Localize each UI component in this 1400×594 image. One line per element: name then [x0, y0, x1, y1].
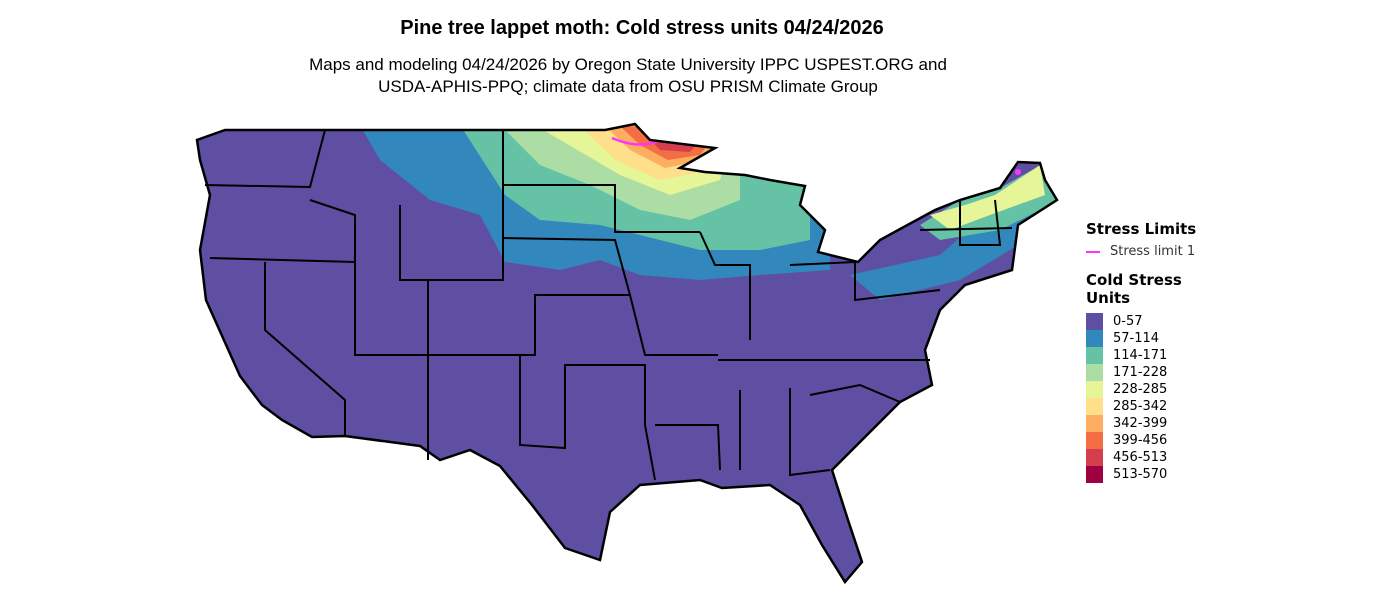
cold-stress-raster [197, 124, 1057, 582]
zone-228-285-northeast [930, 165, 1045, 230]
legend-swatch [1086, 381, 1103, 398]
legend-swatch [1086, 449, 1103, 466]
stress-limit-line-swatch [1086, 250, 1100, 253]
map-title: Pine tree lappet moth: Cold stress units… [400, 17, 884, 39]
legend-item: 228-285 [1086, 381, 1196, 398]
legend-swatch [1086, 398, 1103, 415]
units-title: Cold Stress Units [1086, 271, 1196, 307]
legend-item: 57-114 [1086, 330, 1196, 347]
stress-limit-legend-item: Stress limit 1 [1086, 244, 1196, 259]
legend-label: 0-57 [1113, 314, 1143, 329]
legend-label: 57-114 [1113, 331, 1160, 346]
subtitle-line-2: USDA-APHIS-PPQ; climate data from OSU PR… [378, 77, 878, 96]
legend: Stress Limits Stress limit 1 Cold Stress… [1086, 220, 1196, 483]
legend-label: 456-513 [1113, 450, 1168, 465]
legend-swatch [1086, 466, 1103, 483]
legend-item: 513-570 [1086, 466, 1196, 483]
legend-label: 114-171 [1113, 348, 1168, 363]
legend-swatch [1086, 432, 1103, 449]
legend-swatch [1086, 330, 1103, 347]
legend-swatch [1086, 415, 1103, 432]
legend-item: 114-171 [1086, 347, 1196, 364]
units-title-line-1: Cold Stress [1086, 271, 1182, 289]
legend-item: 171-228 [1086, 364, 1196, 381]
legend-label: 342-399 [1113, 416, 1168, 431]
subtitle-line-1: Maps and modeling 04/24/2026 by Oregon S… [309, 55, 947, 74]
legend-swatch [1086, 347, 1103, 364]
stress-limit-label: Stress limit 1 [1110, 244, 1196, 259]
legend-label: 399-456 [1113, 433, 1168, 448]
map-subtitle: Maps and modeling 04/24/2026 by Oregon S… [0, 54, 1256, 98]
state-borders [204, 129, 1013, 481]
stress-limits-title: Stress Limits [1086, 220, 1197, 238]
legend-swatch [1086, 364, 1103, 381]
legend-item: 285-342 [1086, 398, 1196, 415]
legend-label: 171-228 [1113, 365, 1168, 380]
legend-label: 513-570 [1113, 467, 1168, 482]
units-title-line-2: Units [1086, 289, 1131, 307]
legend-label: 285-342 [1113, 399, 1168, 414]
legend-item: 0-57 [1086, 313, 1196, 330]
legend-item: 399-456 [1086, 432, 1196, 449]
legend-item: 342-399 [1086, 415, 1196, 432]
legend-item: 456-513 [1086, 449, 1196, 466]
units-legend-items: 0-57 57-114 114-171 171-228 228-285 285-342 34… [1086, 313, 1196, 483]
legend-label: 228-285 [1113, 382, 1168, 397]
stress-limit-1-spot [1015, 169, 1021, 175]
legend-swatch [1086, 313, 1103, 330]
